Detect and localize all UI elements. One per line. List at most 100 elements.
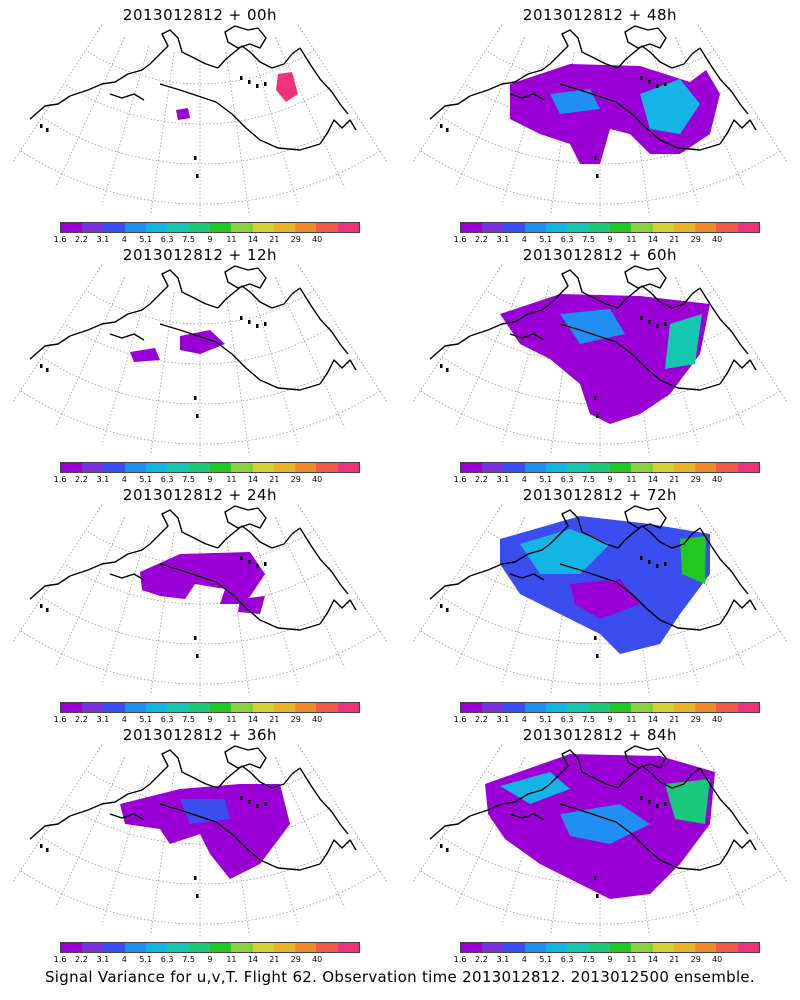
colorbar-tick-label: 3.1 [496, 475, 510, 484]
colorbar-swatch [567, 463, 589, 472]
colorbar-tick-label: 5.1 [139, 715, 153, 724]
colorbar-swatch [652, 703, 674, 712]
colorbar-swatch [716, 223, 738, 232]
colorbar-swatch [524, 943, 547, 952]
colorbar-swatch [252, 703, 274, 712]
colorbar [460, 462, 760, 473]
colorbar-tick-label: 29 [290, 235, 301, 244]
colorbar-tick-label: 40 [312, 235, 323, 244]
colorbar-swatch [695, 943, 717, 952]
colorbar-tick-label: 11 [226, 235, 237, 244]
colorbar-swatch [503, 703, 525, 712]
colorbar-tick-label: 40 [712, 235, 723, 244]
colorbar-tick-labels: 1.6 2.2 3.1 4 5.1 6.3 7.5 9 11 14 21 29 40 [54, 475, 360, 485]
colorbar-swatch [167, 943, 189, 952]
islands [40, 316, 267, 418]
coastline [29, 25, 357, 151]
variance-field [510, 64, 720, 164]
colorbar-swatch [61, 943, 83, 952]
colorbar-tick-label: 5.1 [539, 955, 553, 964]
coastline [29, 745, 357, 871]
coastline [429, 25, 757, 151]
colorbar-swatch [716, 703, 738, 712]
colorbar-swatch [231, 223, 253, 232]
colorbar-tick-label: 40 [712, 715, 723, 724]
colorbar-swatch [567, 223, 589, 232]
colorbar-tick-label: 11 [626, 475, 637, 484]
coastline [429, 745, 757, 871]
map-panel: 2013012812 + 12h 1.6 2.2 3.1 4 5.1 6.3 7.5 9 11 14… [0, 240, 400, 484]
colorbar-swatch [124, 223, 147, 232]
colorbar-tick-labels: 1.6 2.2 3.1 4 5.1 6.3 7.5 9 11 14 21 29 40 [54, 235, 360, 245]
colorbar-swatch [503, 223, 525, 232]
colorbar-swatch [588, 703, 610, 712]
colorbar-tick-label: 5.1 [539, 715, 553, 724]
colorbar-swatch [337, 223, 359, 232]
colorbar-swatch [673, 703, 696, 712]
colorbar-swatch [252, 943, 274, 952]
colorbar-swatch [546, 223, 568, 232]
colorbar-tick-label: 21 [269, 715, 280, 724]
colorbar-swatch [188, 223, 210, 232]
colorbar-tick-label: 4 [521, 955, 527, 964]
colorbar-tick-label: 40 [312, 715, 323, 724]
colorbar-swatch [167, 463, 189, 472]
colorbar-tick-label: 9 [207, 235, 213, 244]
colorbar-tick-label: 14 [247, 955, 258, 964]
colorbar-tick-label: 9 [207, 475, 213, 484]
colorbar-tick-labels: 1.6 2.2 3.1 4 5.1 6.3 7.5 9 11 14 21 29 40 [454, 475, 760, 485]
map-panel: 2013012812 + 48h 1.6 2.2 3.1 4 5.1 6.3 7.5 9 11 14… [400, 0, 800, 244]
colorbar-tick-label: 2.2 [75, 235, 88, 244]
variance-field [176, 72, 298, 120]
colorbar-swatch [482, 703, 504, 712]
colorbar-swatch [82, 943, 104, 952]
colorbar-tick-label: 4 [121, 715, 127, 724]
colorbar-tick-label: 29 [690, 235, 701, 244]
colorbar-swatch [482, 463, 504, 472]
colorbar-tick-label: 11 [226, 475, 237, 484]
colorbar-tick-label: 21 [269, 235, 280, 244]
colorbar-tick-label: 1.6 [453, 475, 467, 484]
colorbar-swatch [524, 223, 547, 232]
colorbar-tick-label: 3.1 [96, 715, 110, 724]
colorbar-swatch [231, 943, 253, 952]
polar-map [411, 744, 789, 939]
coastline [429, 505, 757, 631]
colorbar-swatch [209, 703, 232, 712]
colorbar-tick-label: 1.6 [53, 955, 67, 964]
colorbar-tick-label: 5.1 [139, 235, 153, 244]
colorbar-swatch [124, 943, 147, 952]
polar-map [411, 264, 789, 459]
colorbar-swatch [695, 703, 717, 712]
colorbar-tick-label: 6.3 [160, 475, 174, 484]
colorbar-tick-label: 7.5 [582, 475, 595, 484]
colorbar-swatch [103, 463, 125, 472]
colorbar-swatch [716, 463, 738, 472]
colorbar-swatch [146, 703, 168, 712]
colorbar-tick-label: 11 [626, 955, 637, 964]
panel-title: 2013012812 + 36h [122, 726, 278, 744]
coastline [29, 505, 357, 631]
colorbar-tick-label: 3.1 [496, 955, 510, 964]
colorbar-swatch [588, 463, 610, 472]
colorbar-swatch [673, 223, 696, 232]
graticule [11, 504, 389, 699]
colorbar-tick-label: 14 [647, 475, 658, 484]
colorbar-swatch [316, 943, 338, 952]
colorbar-tick-label: 6.3 [560, 475, 574, 484]
islands [40, 556, 267, 658]
panel-title: 2013012812 + 84h [522, 726, 678, 744]
colorbar-tick-label: 9 [607, 955, 613, 964]
colorbar-swatch [82, 463, 104, 472]
colorbar-swatch [273, 463, 296, 472]
colorbar-tick-label: 21 [669, 955, 680, 964]
graticule [11, 744, 389, 939]
graticule [11, 264, 389, 459]
colorbar-swatch [461, 223, 483, 232]
colorbar-tick-label: 1.6 [53, 475, 67, 484]
colorbar-tick-label: 14 [247, 235, 258, 244]
colorbar-tick-label: 4 [521, 475, 527, 484]
graticule [11, 24, 389, 219]
colorbar [460, 222, 760, 233]
colorbar-swatch [295, 703, 317, 712]
